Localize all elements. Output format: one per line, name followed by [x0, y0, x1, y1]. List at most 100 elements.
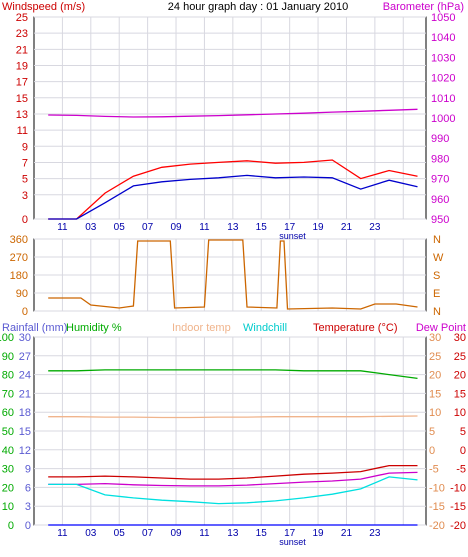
rainfall-label: Rainfall (mm) — [2, 322, 67, 334]
humidity-tick: 70 — [2, 388, 14, 400]
x-tick: 19 — [312, 222, 324, 233]
x-tick: 11 — [199, 222, 210, 233]
temp-tick-right: -10 — [450, 482, 466, 494]
compass-tick: W — [433, 252, 444, 264]
dewpoint-label: Dew Point — [416, 322, 466, 334]
temp-tick-left: -20 — [429, 520, 445, 532]
temp-tick-left: 20 — [429, 370, 441, 382]
temp-tick-right: 30 — [454, 332, 466, 344]
direction-tick: 90 — [16, 288, 28, 300]
x-tick: 09 — [170, 222, 182, 233]
temp-tick-right: 10 — [454, 407, 466, 419]
barometer-tick: 1050 — [431, 12, 455, 24]
x-tick: 07 — [142, 222, 154, 233]
series-dewpoint — [48, 471, 418, 487]
rainfall-tick: 3 — [25, 501, 31, 513]
indoor-label: Indoor temp — [172, 322, 231, 334]
windchill-label: Windchill — [243, 322, 287, 334]
direction-tick: 180 — [10, 270, 28, 282]
sunset-marker: sunset — [279, 231, 306, 241]
x-tick: 13 — [227, 222, 239, 233]
humidity-tick: 40 — [2, 445, 14, 457]
windspeed-tick: 19 — [16, 60, 28, 72]
windspeed-tick: 13 — [16, 109, 28, 121]
rainfall-tick: 21 — [19, 388, 31, 400]
temp-tick-left: 10 — [429, 407, 441, 419]
series-wind — [48, 174, 418, 220]
humidity-tick: 50 — [2, 426, 14, 438]
windspeed-tick: 0 — [22, 214, 28, 226]
humidity-label: Humidity % — [66, 322, 122, 334]
windspeed-tick: 23 — [16, 28, 28, 40]
windspeed-label: Windspeed (m/s) — [2, 1, 85, 13]
humidity-tick: 30 — [2, 464, 14, 476]
x-tick: 23 — [369, 528, 381, 539]
x-tick: 17 — [284, 222, 296, 233]
x-tick: 15 — [256, 528, 268, 539]
x-tick: 21 — [341, 222, 353, 233]
direction-tick: 360 — [10, 234, 28, 246]
compass-tick: E — [433, 288, 440, 300]
series-gust — [48, 159, 418, 220]
rainfall-tick: 18 — [19, 407, 31, 419]
x-tick: 21 — [341, 528, 353, 539]
windspeed-tick: 17 — [16, 77, 28, 89]
temp-tick-right: 5 — [460, 426, 466, 438]
windspeed-tick: 25 — [16, 12, 28, 24]
direction-tick: 270 — [10, 252, 28, 264]
temperature-label: Temperature (°C) — [313, 322, 397, 334]
barometer-tick: 950 — [431, 214, 449, 226]
compass-tick: S — [433, 270, 440, 282]
windspeed-tick: 21 — [16, 44, 28, 56]
barometer-tick: 990 — [431, 133, 449, 145]
barometer-tick: 1000 — [431, 113, 455, 125]
barometer-label: Barometer (hPa) — [383, 1, 464, 13]
temp-tick-right: -15 — [450, 501, 466, 513]
x-tick: 13 — [227, 528, 239, 539]
series-humidity — [48, 369, 418, 380]
barometer-tick: 1010 — [431, 93, 455, 105]
compass-tick: N — [433, 234, 441, 246]
temp-tick-left: -10 — [429, 482, 445, 494]
humidity-tick: 90 — [2, 351, 14, 363]
barometer-tick: 1040 — [431, 32, 455, 44]
humidity-tick: 20 — [2, 482, 14, 494]
windspeed-tick: 3 — [22, 190, 28, 202]
graph-title: 24 hour graph day : 01 January 2010 — [168, 1, 348, 13]
temp-tick-left: 5 — [429, 426, 435, 438]
barometer-tick: 980 — [431, 153, 449, 165]
x-tick: 17 — [284, 528, 296, 539]
barometer-tick: 1020 — [431, 73, 455, 85]
x-tick: 05 — [114, 222, 126, 233]
temp-tick-right: 25 — [454, 351, 466, 363]
humidity-tick: 80 — [2, 370, 14, 382]
temp-tick-right: 20 — [454, 370, 466, 382]
rainfall-tick: 6 — [25, 482, 31, 494]
rainfall-tick: 12 — [19, 445, 31, 457]
x-tick: 11 — [57, 528, 68, 539]
series-windchill — [48, 476, 418, 505]
x-tick: 03 — [85, 528, 97, 539]
temp-tick-right: 0 — [460, 445, 466, 457]
humidity-tick: 60 — [2, 407, 14, 419]
temp-tick-left: 30 — [429, 332, 441, 344]
temp-tick-right: -5 — [456, 464, 466, 476]
temp-tick-left: 25 — [429, 351, 441, 363]
series-baro — [48, 108, 418, 118]
temp-tick-right: -20 — [450, 520, 466, 532]
x-tick: 09 — [170, 528, 182, 539]
series-direction — [48, 239, 418, 310]
humidity-tick: 10 — [2, 501, 14, 513]
temp-tick-left: 15 — [429, 388, 441, 400]
x-tick: 11 — [199, 528, 210, 539]
temp-tick-left: 0 — [429, 445, 435, 457]
rainfall-tick: 0 — [25, 520, 31, 532]
barometer-tick: 960 — [431, 194, 449, 206]
rainfall-tick: 9 — [25, 464, 31, 476]
windspeed-tick: 7 — [22, 157, 28, 169]
x-tick: 05 — [114, 528, 126, 539]
x-tick: 07 — [142, 528, 154, 539]
windspeed-tick: 9 — [22, 141, 28, 153]
temp-tick-left: -15 — [429, 501, 445, 513]
humidity-tick: 0 — [8, 520, 14, 532]
